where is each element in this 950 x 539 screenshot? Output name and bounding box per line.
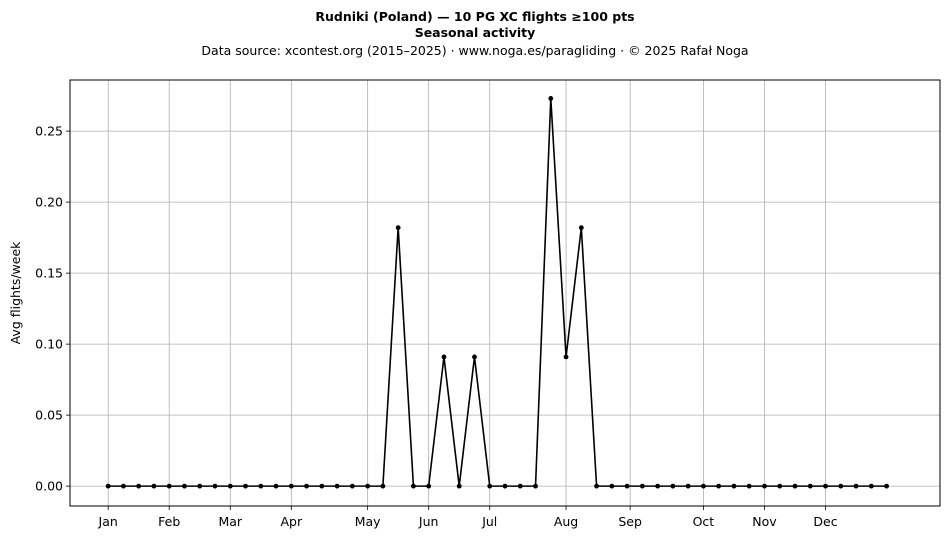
data-point bbox=[304, 483, 309, 489]
data-point bbox=[792, 483, 798, 489]
data-point bbox=[807, 483, 813, 489]
x-tick-label: May bbox=[355, 514, 381, 529]
data-point bbox=[395, 225, 401, 231]
data-point bbox=[166, 483, 172, 489]
data-point bbox=[762, 483, 767, 489]
data-point bbox=[319, 483, 325, 489]
data-point bbox=[243, 483, 248, 489]
data-point bbox=[182, 483, 187, 489]
x-tick-label: Apr bbox=[281, 514, 303, 529]
data-point bbox=[548, 96, 554, 101]
data-point bbox=[838, 483, 844, 489]
data-point bbox=[853, 483, 859, 489]
data-point bbox=[349, 483, 355, 489]
x-tick-label: Dec bbox=[813, 514, 837, 529]
x-tick-label: Jan bbox=[98, 514, 118, 529]
data-point bbox=[624, 483, 630, 489]
data-point bbox=[426, 483, 432, 489]
data-point bbox=[716, 483, 722, 489]
y-tick-label: 0.15 bbox=[35, 266, 63, 281]
data-point bbox=[670, 483, 676, 489]
data-point bbox=[197, 483, 203, 489]
x-tick-label: Aug bbox=[554, 514, 578, 529]
x-tick-label: Jul bbox=[481, 514, 497, 529]
data-point bbox=[777, 483, 783, 489]
data-point bbox=[609, 483, 615, 489]
data-point bbox=[731, 483, 737, 489]
data-point bbox=[533, 483, 538, 489]
data-point bbox=[136, 483, 142, 489]
data-point bbox=[441, 354, 447, 360]
x-tick-label: Oct bbox=[693, 514, 715, 529]
axis-ticks: 0.00 0.05 0.10 0.15 0.20 0.25 Jan Feb Mar Apr May J… bbox=[35, 124, 838, 529]
data-point bbox=[212, 483, 218, 489]
series-line bbox=[108, 97, 887, 487]
x-tick-label: Feb bbox=[158, 514, 180, 529]
data-point bbox=[517, 483, 523, 489]
y-tick-label: 0.05 bbox=[35, 408, 63, 423]
y-tick-label: 0.20 bbox=[35, 195, 63, 210]
chart-subtitle: Seasonal activity bbox=[414, 25, 536, 40]
x-tick-label: Jun bbox=[418, 514, 439, 529]
data-point bbox=[685, 483, 691, 489]
data-point bbox=[472, 354, 477, 360]
data-point bbox=[502, 483, 508, 489]
x-tick-label: Nov bbox=[752, 514, 777, 529]
data-point bbox=[639, 483, 645, 489]
data-point bbox=[380, 483, 386, 489]
data-point bbox=[701, 483, 706, 489]
y-tick-label: 0.00 bbox=[35, 479, 63, 494]
data-point bbox=[411, 483, 416, 489]
series-layer bbox=[105, 96, 889, 489]
data-point bbox=[334, 483, 340, 489]
chart-source-line: Data source: xcontest.org (2015–2025) · … bbox=[201, 43, 749, 58]
data-point bbox=[227, 483, 233, 489]
data-point bbox=[273, 483, 279, 489]
data-point bbox=[105, 483, 111, 489]
grid bbox=[70, 80, 940, 506]
data-point bbox=[258, 483, 264, 489]
data-point bbox=[578, 225, 584, 231]
data-point bbox=[456, 483, 462, 489]
data-point bbox=[288, 483, 294, 489]
y-tick-label: 0.25 bbox=[35, 124, 63, 139]
data-point bbox=[365, 483, 371, 489]
data-point bbox=[655, 483, 661, 489]
data-point bbox=[151, 483, 157, 489]
data-point bbox=[823, 483, 828, 489]
x-tick-label: Mar bbox=[218, 514, 242, 529]
data-point bbox=[121, 483, 126, 489]
data-point bbox=[487, 483, 493, 489]
data-point bbox=[594, 483, 599, 489]
y-axis-label: Avg flights/week bbox=[8, 241, 23, 345]
chart-title: Rudniki (Poland) — 10 PG XC flights ≥100… bbox=[315, 9, 635, 24]
data-point bbox=[884, 483, 889, 489]
y-tick-label: 0.10 bbox=[35, 337, 63, 352]
plot-frame bbox=[69, 79, 941, 507]
data-point bbox=[746, 483, 752, 489]
data-point bbox=[868, 483, 874, 489]
data-point bbox=[563, 354, 569, 360]
x-tick-label: Sep bbox=[618, 514, 642, 529]
